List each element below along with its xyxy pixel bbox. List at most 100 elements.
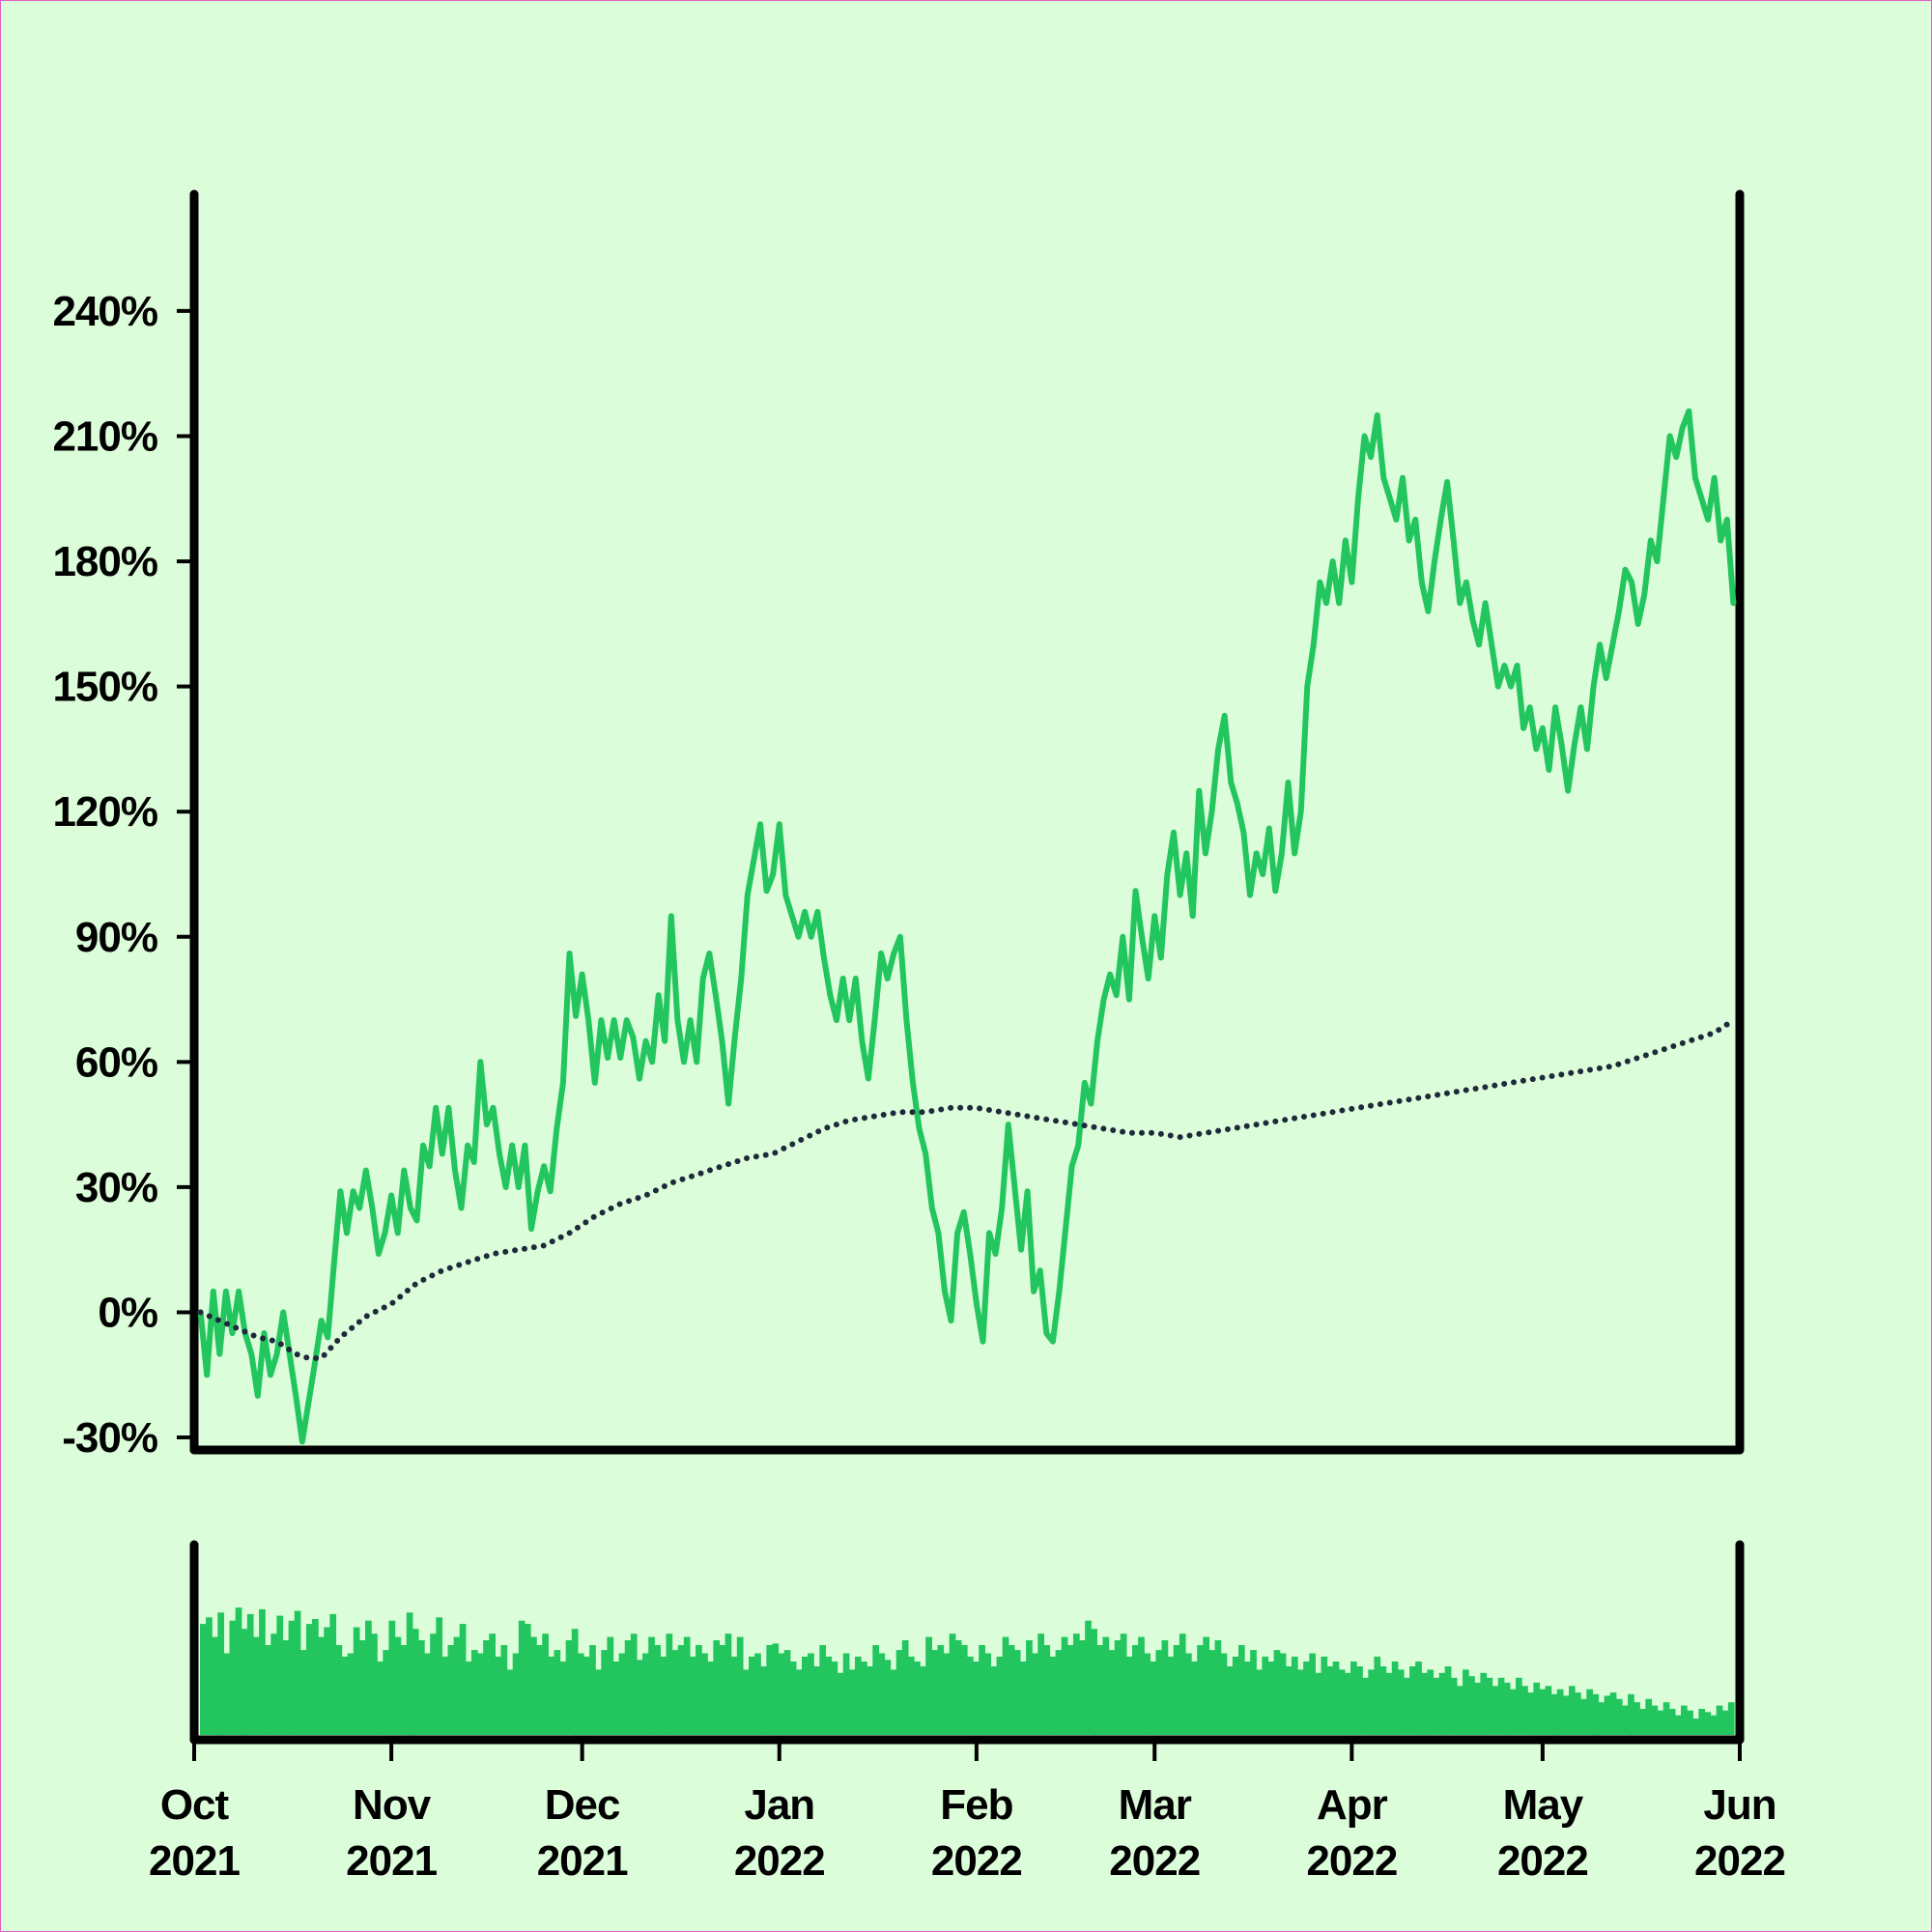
y-tick-label: 90%: [75, 914, 157, 961]
volume-bar: [607, 1636, 614, 1735]
x-axis-ticks: Oct 2021 Nov 2021 Dec 2021 Jan 2022 Feb 2022 Mar 20…: [149, 1740, 1786, 1885]
volume-bar: [1492, 1686, 1499, 1735]
moving-average-line: [197, 1017, 1737, 1361]
x-tick-year: 2022: [1497, 1837, 1588, 1885]
volume-bar: [571, 1629, 579, 1736]
volume-bar: [642, 1653, 649, 1735]
volume-bar: [246, 1613, 254, 1735]
volume-bar: [1687, 1710, 1693, 1735]
volume-bar: [347, 1653, 355, 1735]
volume-bar: [1628, 1693, 1634, 1736]
volume-bar: [1474, 1682, 1481, 1735]
volume-bar: [1208, 1650, 1216, 1735]
x-tick-year: 2021: [149, 1837, 240, 1885]
volume-bar: [518, 1620, 526, 1735]
x-tick-month: Apr: [1317, 1781, 1388, 1829]
volume-bar: [749, 1656, 755, 1735]
volume-bar: [536, 1645, 543, 1735]
volume-bar: [1609, 1692, 1617, 1735]
volume-bar: [1463, 1669, 1469, 1735]
volume-bar: [1486, 1677, 1493, 1735]
volume-bar: [1374, 1656, 1381, 1735]
x-tick-year: 2022: [1306, 1837, 1397, 1885]
volume-bar: [666, 1634, 673, 1735]
volume-bar: [1037, 1634, 1044, 1735]
volume-bar: [1698, 1709, 1706, 1735]
volume-bar: [1138, 1636, 1145, 1735]
x-tick-month: Jan: [744, 1781, 814, 1829]
volume-bar: [1191, 1662, 1198, 1735]
volume-bar: [1179, 1634, 1186, 1735]
volume-bar: [483, 1640, 490, 1735]
volume-bar: [766, 1645, 774, 1735]
volume-bar: [724, 1634, 732, 1735]
volume-bar: [1226, 1666, 1234, 1735]
y-tick-label: -30%: [62, 1414, 157, 1462]
volume-bar: [212, 1636, 218, 1735]
x-tick-year: 2021: [537, 1837, 628, 1885]
volume-bar: [1639, 1709, 1646, 1735]
volume-bar: [1279, 1653, 1287, 1735]
volume-bar: [1019, 1662, 1027, 1735]
volume-bar: [1527, 1692, 1534, 1735]
volume-bar: [1433, 1677, 1440, 1735]
volume-bar: [506, 1669, 514, 1735]
x-tick-month: Mar: [1119, 1781, 1192, 1829]
volume-bar: [1203, 1636, 1210, 1735]
volume-bar: [1668, 1709, 1676, 1735]
volume-bar: [979, 1645, 985, 1735]
volume-bar: [1102, 1636, 1110, 1735]
volume-bar: [1415, 1662, 1422, 1735]
volume-bar: [1645, 1698, 1653, 1735]
volume-bar: [1262, 1656, 1269, 1735]
volume-bar: [1539, 1689, 1547, 1735]
volume-bar: [1438, 1672, 1446, 1735]
volume-bar: [530, 1636, 537, 1735]
volume-bar: [819, 1645, 827, 1735]
volume-bar: [1727, 1702, 1735, 1735]
volume-bar: [648, 1636, 655, 1735]
volume-bar: [1161, 1640, 1169, 1735]
volume-bar: [707, 1662, 714, 1735]
x-tick-year: 2021: [346, 1837, 437, 1885]
volume-bar: [1497, 1677, 1505, 1735]
volume-bar: [400, 1645, 408, 1735]
volume-panel: [189, 1540, 1745, 1745]
volume-bar: [854, 1656, 862, 1735]
volume-bar: [1550, 1693, 1558, 1736]
volume-bar: [383, 1650, 390, 1735]
volume-bar: [660, 1656, 668, 1735]
volume-bar: [1657, 1710, 1664, 1735]
volume-bar: [943, 1653, 951, 1735]
volume-bar: [984, 1653, 992, 1735]
volume-bar: [424, 1653, 431, 1735]
x-tick-month: Nov: [353, 1781, 432, 1829]
volume-bar: [1621, 1705, 1629, 1735]
volume-bar: [772, 1643, 780, 1735]
volume-bar: [341, 1656, 349, 1735]
volume-bar: [1013, 1650, 1021, 1735]
y-tick-label: 150%: [52, 664, 157, 711]
volume-bar: [861, 1662, 867, 1735]
volume-bar: [1598, 1702, 1605, 1735]
volume-bar: [677, 1645, 685, 1735]
volume-bar: [1710, 1715, 1718, 1735]
volume-bar: [1055, 1650, 1063, 1735]
volume-bar: [789, 1662, 797, 1735]
volume-bar: [601, 1650, 609, 1735]
volume-bar: [937, 1645, 945, 1735]
volume-bar: [412, 1629, 419, 1736]
volume-bar: [1321, 1656, 1328, 1735]
y-tick-label: 60%: [75, 1038, 157, 1086]
y-tick-label: 120%: [52, 788, 157, 836]
volume-bar: [288, 1620, 296, 1735]
x-tick-month: Jun: [1703, 1781, 1776, 1829]
volume-bar: [612, 1662, 620, 1735]
volume-bar: [848, 1669, 856, 1735]
y-axis-ticks: -30% 0% 30% 60% 90% 120% 150% 180% 210% 240%: [52, 288, 194, 1462]
volume-bar: [465, 1662, 472, 1735]
volume-bar: [358, 1640, 366, 1735]
volume-bar: [1244, 1662, 1251, 1735]
volume-bar: [1509, 1689, 1517, 1735]
volume-bar: [1144, 1653, 1151, 1735]
